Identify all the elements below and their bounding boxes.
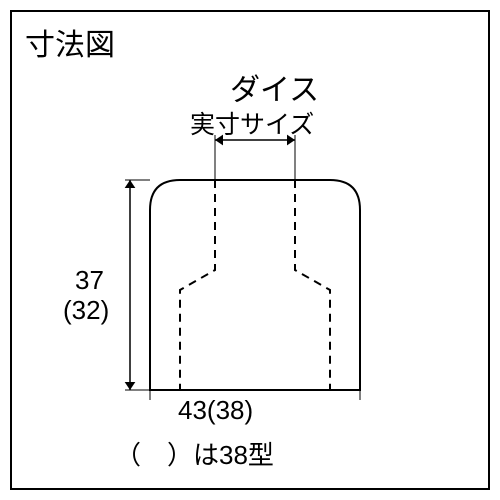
dimension-diagram (0, 0, 500, 500)
